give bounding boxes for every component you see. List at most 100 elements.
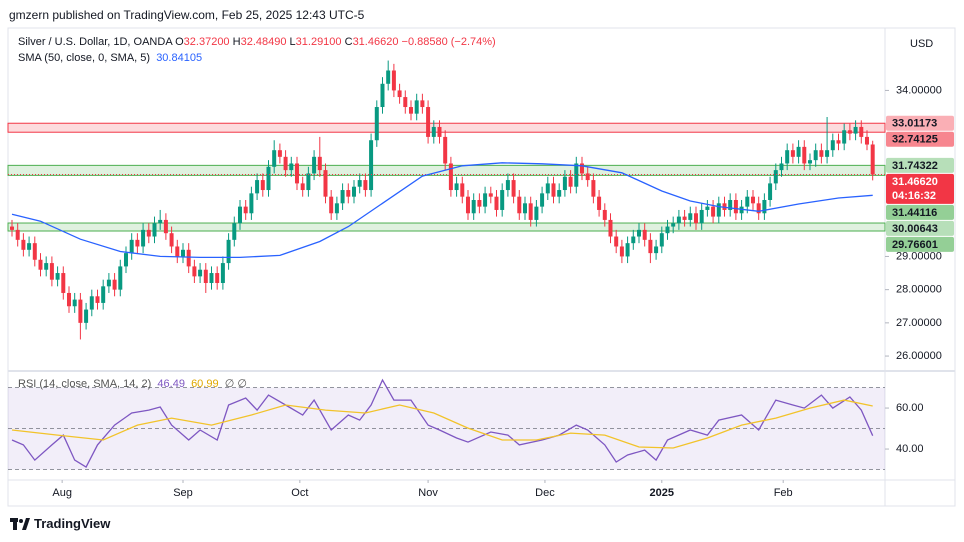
zone [7,122,886,133]
candle-body [756,203,761,214]
candle-body [654,246,659,254]
candle-body [255,180,260,194]
candle-body [175,246,180,257]
candle-body [665,226,670,234]
candle-body [49,263,54,280]
candle-body [55,273,60,280]
candle-body [517,196,522,214]
candle-body [870,144,875,175]
candle-body [483,193,488,207]
candle-body [488,193,493,197]
frame [7,27,956,507]
candle-body [551,183,556,197]
candle-body [830,140,835,151]
candle-body [745,196,750,207]
candle-body [141,229,146,247]
candle-body [357,180,362,187]
candle-body [460,183,465,197]
badge-label: 31.44116 [892,207,937,219]
y-tick-label: 28.00000 [896,284,942,296]
candle-body [89,296,94,310]
x-tick-label: Nov [418,487,438,499]
candle-body [688,213,693,220]
candle-body [847,130,852,134]
candle-body [842,130,847,144]
candle-body [762,199,767,214]
candle-body [180,249,185,257]
price-badge: 32.74125 [886,131,954,147]
candle-body [859,126,864,137]
candle-body [106,279,111,287]
candle-body [363,180,368,191]
rsi-value: 46.49 [157,378,185,390]
candle-body [420,100,425,108]
candle-body [169,233,174,247]
badge-bg [886,220,954,236]
candle-body [27,243,32,250]
sma-label: SMA (50, close, 0, SMA, 5) [18,52,151,64]
candle-body [602,209,607,220]
candle-body [540,193,545,207]
candle-body [312,156,317,174]
candle-body [203,269,208,284]
rsi-label: RSI (14, close, SMA, 14, 2) [18,378,152,390]
badge-bg [886,204,954,220]
candle-body [711,206,716,217]
candle-body [779,163,784,171]
candle-body [129,239,134,254]
field-value: 32.37200 [183,36,230,48]
badge-bg [886,157,954,173]
field-label: H [232,36,241,48]
price-badge: 29.76601 [886,236,954,252]
candle-body [32,243,37,260]
candle-body [380,83,385,108]
candle-body [163,219,168,234]
badge-bg [886,115,954,131]
badge-label: 33.01173 [892,118,937,130]
candle-body [454,183,459,191]
candle-body [346,190,351,197]
field-label: L [289,36,296,48]
candle-body [118,266,123,290]
candle-body [403,97,408,108]
candle-body [825,150,830,157]
brand: TradingView [10,516,110,531]
candle-body [659,233,664,247]
candle-body [739,206,744,214]
price-badge: 31.44116 [886,204,954,220]
candle-body [642,229,647,240]
candle-body [289,163,294,171]
candle-body [591,180,596,197]
field-label: O [175,36,184,48]
candle-body [300,183,305,191]
candle-body [306,173,311,191]
candle-body [500,190,505,210]
candle-body [785,150,790,164]
candle-body [625,243,630,257]
candle-body [448,163,453,191]
candle-body [579,163,584,174]
candle-body [192,266,197,277]
badge-bg [886,131,954,147]
badge-label: 31.46620 [892,176,938,188]
candle-body [574,163,579,187]
candle-body [853,126,858,134]
change: −0.88580 (−2.74%) [401,36,496,48]
candle-body [676,216,681,224]
x-tick-label: Oct [291,487,308,499]
candle-body [277,150,282,157]
x-tick-label: Aug [52,487,72,499]
x-tick-label: Feb [774,487,793,499]
y-tick-label: 29.00000 [896,250,942,262]
x-tick-label: Sep [173,487,193,499]
candle-body [728,199,733,210]
candle-body [101,286,106,303]
candle-body [72,299,77,307]
candle-body [648,239,653,254]
field-value: 32.48490 [240,36,287,48]
symbol-legend: Silver / U.S. Dollar, 1D, OANDA O32.3720… [18,36,496,48]
zone [7,222,886,232]
candle-body [836,140,841,144]
candle-body [391,70,396,91]
